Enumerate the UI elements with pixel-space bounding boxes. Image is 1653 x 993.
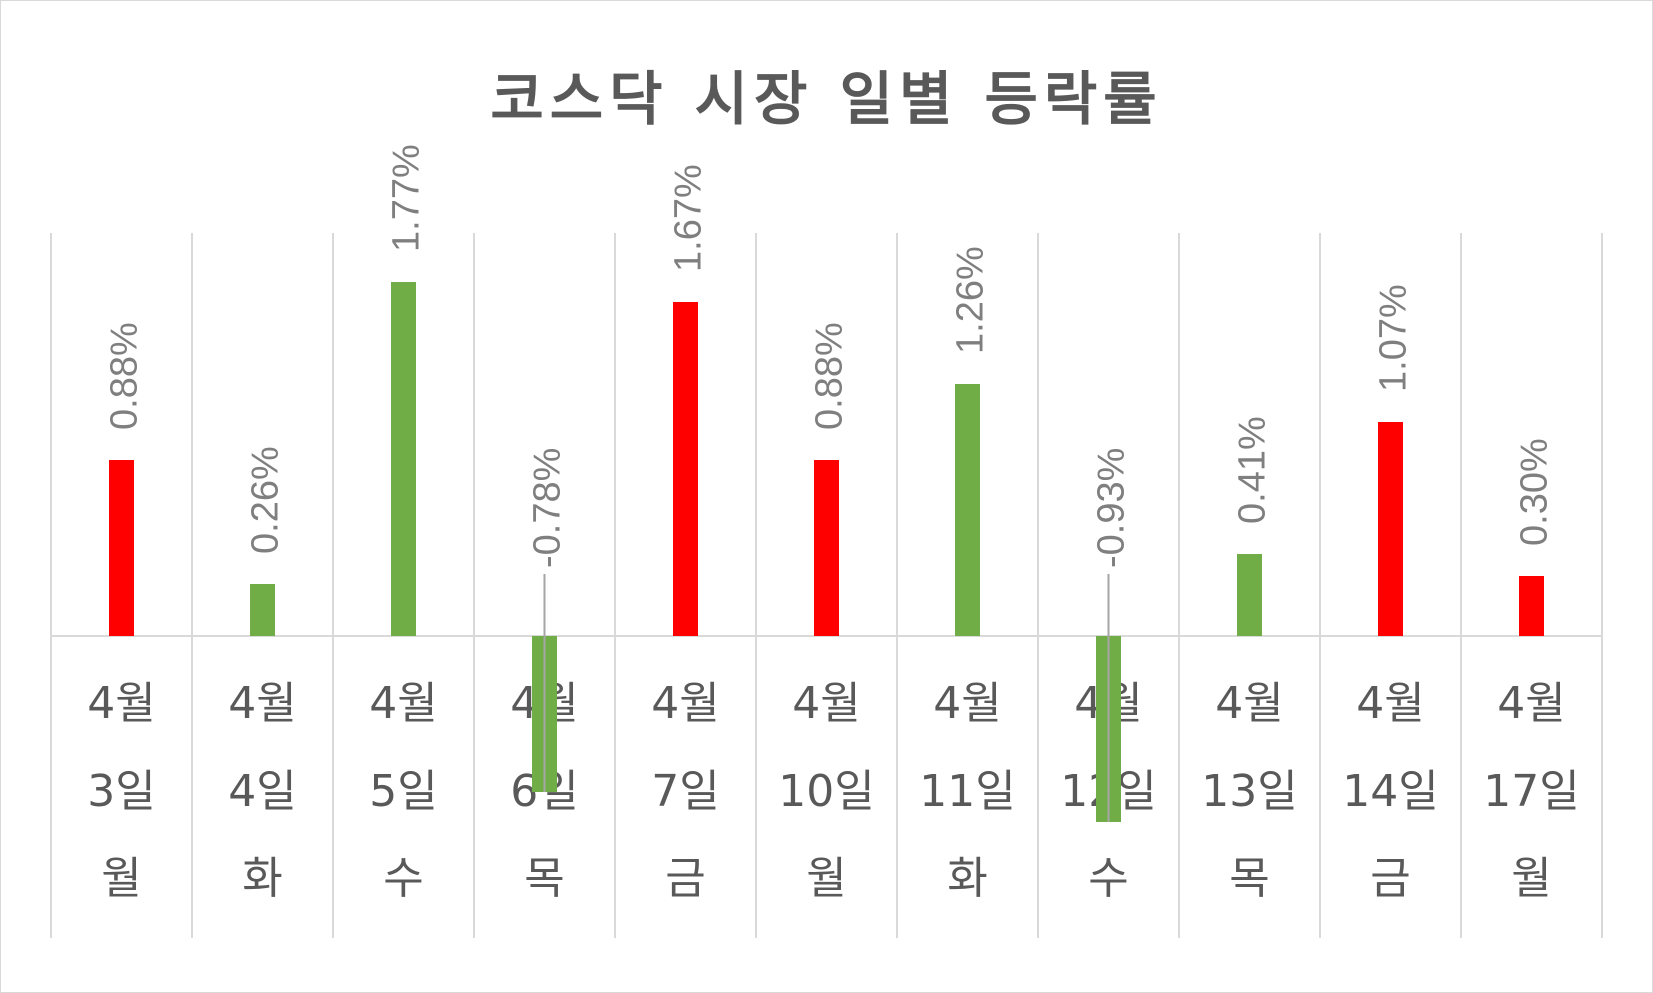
category-tick-label: 4월 (1356, 678, 1424, 729)
category-tick-label: 금 (665, 853, 705, 904)
data-label: 0.88% (809, 322, 851, 430)
category-tick-label: 14일 (1342, 766, 1438, 817)
category-tick-label: 11일 (919, 766, 1015, 817)
bar (955, 384, 980, 636)
category-tick-label: 4월 (1215, 678, 1283, 729)
data-label: 0.88% (104, 322, 146, 430)
data-label: 0.30% (1514, 438, 1556, 546)
category-tick-label: 월 (101, 853, 141, 904)
data-label: 1.07% (1373, 284, 1415, 392)
category-tick-label: 17일 (1483, 766, 1579, 817)
category-tick-label: 목 (524, 853, 564, 904)
category-tick-label: 10일 (778, 766, 874, 817)
category-tick-label: 금 (1370, 853, 1410, 904)
data-label: 1.67% (668, 164, 710, 272)
category-tick-label: 4월 (369, 678, 437, 729)
category-tick-label: 화 (242, 853, 282, 904)
category-tick-label: 3일 (87, 766, 155, 817)
bar (1237, 554, 1262, 636)
bar (1519, 576, 1544, 636)
bar (814, 460, 839, 636)
category-tick-label: 4일 (228, 766, 296, 817)
category-tick-label: 화 (947, 853, 987, 904)
bar (673, 302, 698, 636)
category-tick-label: 13일 (1201, 766, 1297, 817)
bar (250, 584, 275, 636)
category-tick-label: 4월 (228, 678, 296, 729)
category-tick-label: 수 (383, 853, 423, 904)
category-tick-label: 목 (1229, 853, 1269, 904)
category-tick-label: 7일 (651, 766, 719, 817)
category-tick-label: 5일 (369, 766, 437, 817)
bar (1378, 422, 1403, 636)
data-label: 1.77% (386, 144, 428, 252)
data-label: 0.41% (1232, 416, 1274, 524)
data-label: 0.26% (245, 446, 287, 554)
data-label: -0.78% (527, 448, 569, 568)
bar (109, 460, 134, 636)
category-tick-label: 4월 (933, 678, 1001, 729)
category-tick-label: 4월 (87, 678, 155, 729)
chart-title: 코스닥 시장 일별 등락률 (490, 65, 1163, 133)
bar (391, 282, 416, 636)
category-tick-label: 4월 (651, 678, 719, 729)
category-tick-label: 수 (1088, 853, 1128, 904)
category-tick-label: 4월 (1497, 678, 1565, 729)
category-tick-label: 월 (1511, 853, 1551, 904)
category-tick-label: 4월 (792, 678, 860, 729)
data-label: 1.26% (950, 246, 992, 354)
data-label: -0.93% (1091, 448, 1133, 568)
category-tick-label: 월 (806, 853, 846, 904)
